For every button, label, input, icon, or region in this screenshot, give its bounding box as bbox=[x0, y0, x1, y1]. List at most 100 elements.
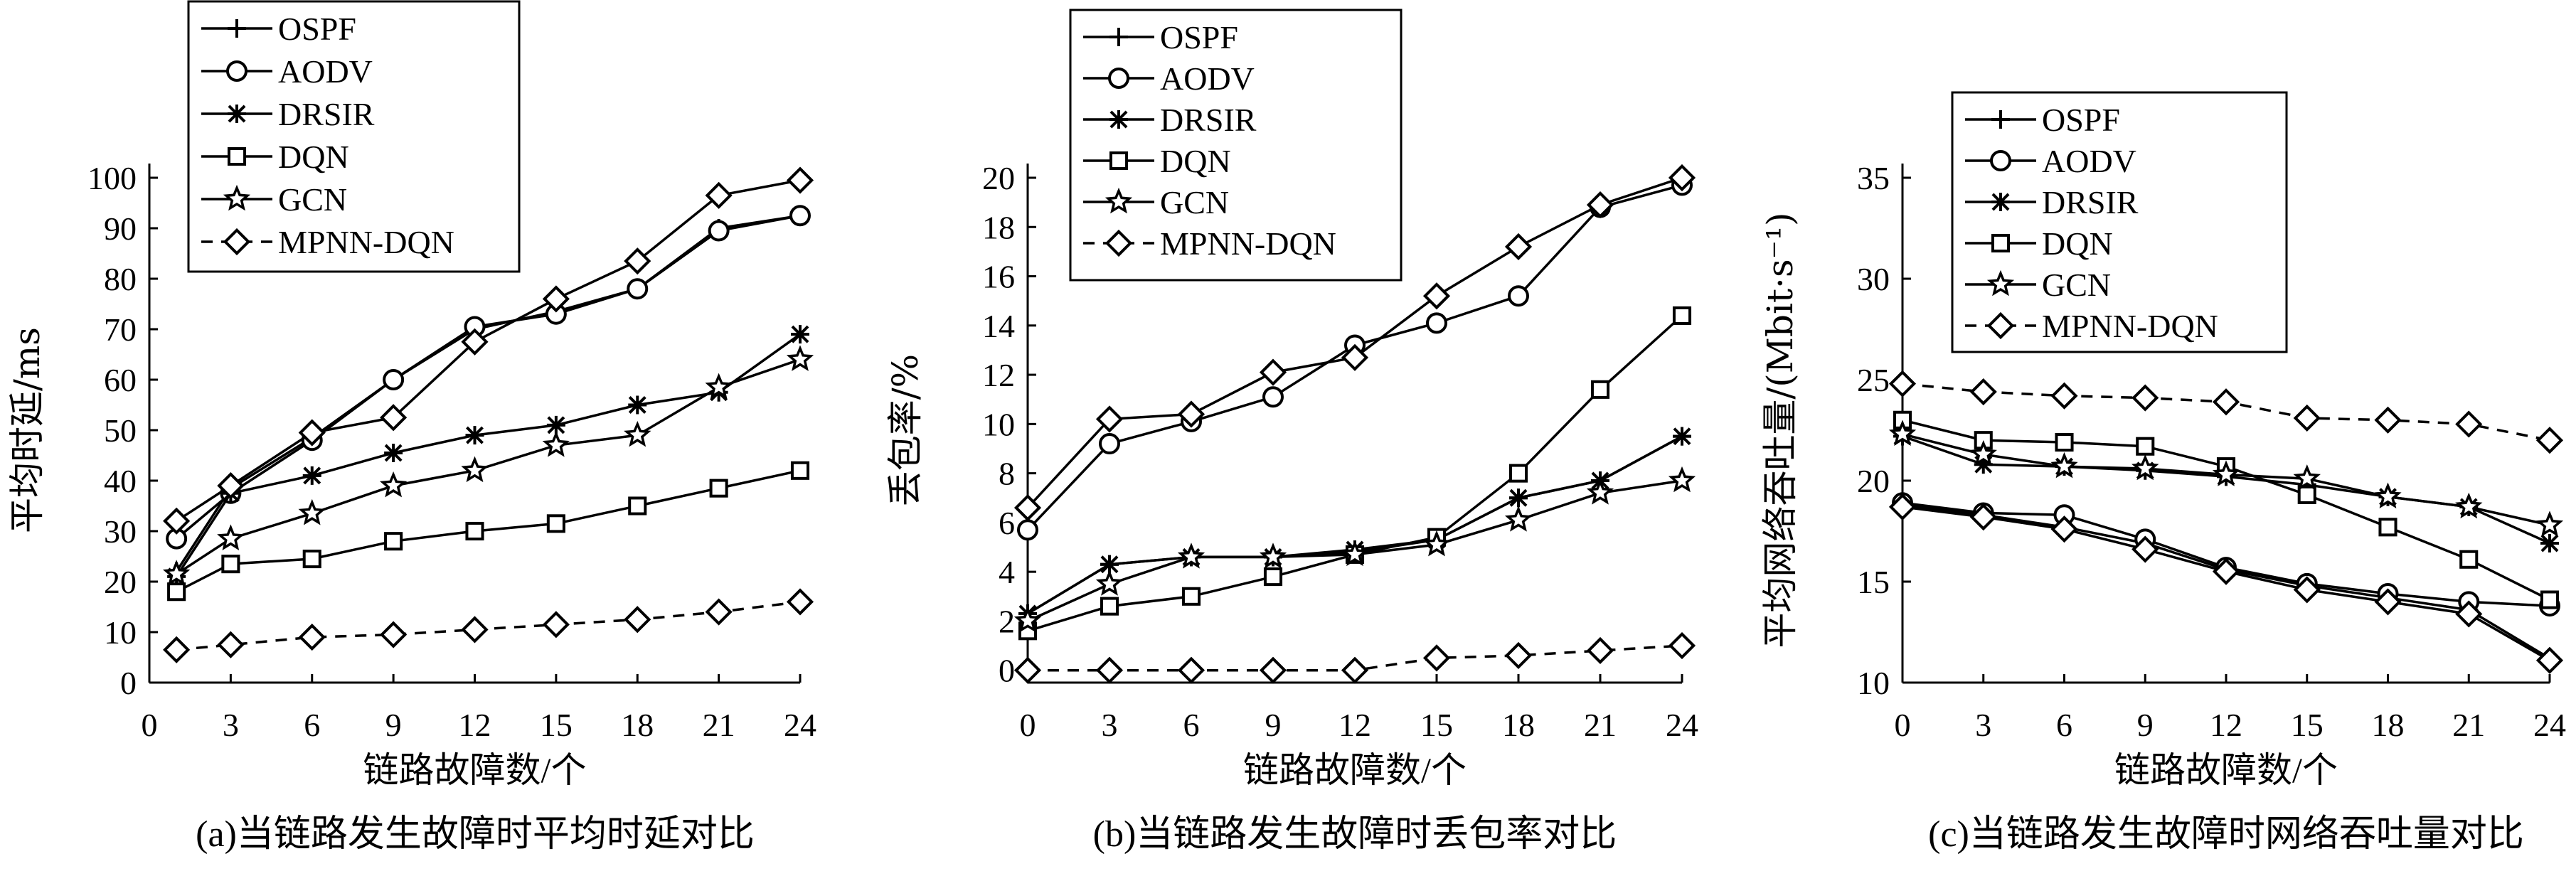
series-gcn bbox=[162, 345, 814, 586]
legend: OSPF AODV DRSIR DQN GCN MPNN-DQN bbox=[1951, 91, 2288, 353]
y-tick-label: 18 bbox=[982, 209, 1015, 245]
legend-marker bbox=[1991, 233, 2011, 253]
x-tick-label: 9 bbox=[2137, 707, 2154, 743]
data-point bbox=[1888, 493, 1917, 520]
y-axis-label: 丢包率/% bbox=[885, 354, 926, 506]
x-tick-label: 0 bbox=[1020, 707, 1036, 743]
data-point bbox=[1888, 420, 1917, 446]
x-tick-label: 24 bbox=[2533, 707, 2566, 743]
series-unlabeled-diamond bbox=[1013, 164, 1696, 522]
x-tick-label: 12 bbox=[1338, 707, 1371, 743]
x-tick-label: 21 bbox=[703, 707, 735, 743]
legend-item-aodv: AODV bbox=[201, 53, 373, 90]
data-point bbox=[384, 532, 403, 551]
legend-box bbox=[187, 0, 521, 273]
data-point bbox=[1177, 543, 1205, 569]
data-point bbox=[546, 514, 565, 533]
data-point bbox=[298, 419, 326, 447]
x-tick-label: 15 bbox=[540, 707, 573, 743]
data-point bbox=[1422, 644, 1451, 672]
data-point bbox=[705, 373, 733, 399]
y-tick-label: 50 bbox=[104, 412, 137, 449]
data-point bbox=[1969, 503, 1997, 531]
x-tick-label: 6 bbox=[1183, 707, 1200, 743]
y-tick-label: 40 bbox=[104, 463, 137, 499]
series-mpnn-dqn bbox=[1013, 631, 1696, 684]
x-tick-label: 18 bbox=[2372, 707, 2405, 743]
data-point bbox=[1586, 191, 1614, 219]
data-point bbox=[380, 404, 408, 432]
data-point bbox=[2212, 460, 2240, 486]
legend-item-ospf: OSPF bbox=[1965, 102, 2120, 138]
data-point bbox=[2535, 427, 2564, 454]
data-point bbox=[1422, 282, 1451, 310]
data-point bbox=[1181, 587, 1201, 606]
data-point bbox=[1586, 636, 1614, 665]
data-point bbox=[708, 220, 730, 242]
data-point bbox=[1509, 488, 1528, 508]
data-point bbox=[624, 606, 651, 634]
data-point bbox=[1013, 607, 1042, 633]
data-point bbox=[786, 166, 814, 194]
data-point bbox=[2540, 534, 2559, 553]
legend-item-drsir: DRSIR bbox=[1965, 184, 2139, 220]
y-tick-label: 80 bbox=[104, 261, 137, 297]
data-point bbox=[624, 420, 651, 447]
x-tick-label: 9 bbox=[1265, 707, 1282, 743]
data-point bbox=[2136, 437, 2155, 456]
data-point bbox=[1508, 285, 1529, 307]
data-point bbox=[791, 325, 809, 344]
legend-label: OSPF bbox=[2042, 102, 2120, 138]
x-tick-label: 3 bbox=[223, 707, 239, 743]
chart-caption: (b)当链路发生故障时丢包率对比 bbox=[1093, 814, 1617, 855]
data-point bbox=[461, 328, 489, 356]
x-tick-label: 9 bbox=[385, 707, 402, 743]
data-point bbox=[2131, 454, 2159, 481]
data-point bbox=[2297, 485, 2316, 504]
data-point bbox=[465, 521, 484, 541]
series-line bbox=[176, 469, 801, 593]
legend-marker bbox=[1986, 311, 2015, 340]
y-tick-label: 20 bbox=[104, 564, 137, 600]
y-tick-label: 25 bbox=[1857, 362, 1890, 398]
data-point bbox=[1259, 656, 1287, 684]
data-point bbox=[1177, 656, 1205, 684]
data-point bbox=[461, 616, 489, 643]
legend-marker bbox=[223, 228, 251, 256]
x-tick-label: 24 bbox=[784, 707, 816, 743]
data-point bbox=[627, 278, 649, 300]
legend-label: MPNN-DQN bbox=[2042, 308, 2218, 344]
legend-marker bbox=[1109, 28, 1128, 46]
data-point bbox=[790, 461, 810, 480]
data-point bbox=[298, 498, 326, 525]
data-point bbox=[2455, 410, 2483, 438]
legend-marker bbox=[1991, 110, 2010, 129]
data-point bbox=[1095, 656, 1124, 684]
chart-panel-c: 10 15 20 25 30 35 0 3 6 9 12 15 18 21 24 链路故障数/个 平均网络吞吐量… bbox=[1760, 91, 2566, 855]
y-tick-label: 0 bbox=[120, 665, 137, 701]
data-point bbox=[1586, 479, 1614, 505]
data-point bbox=[1888, 370, 1917, 397]
data-point bbox=[542, 285, 570, 313]
series-mpnn-dqn bbox=[163, 588, 814, 663]
data-point bbox=[302, 466, 321, 485]
chart-panel-a: 0 10 20 30 40 50 60 70 80 90 100 0 3 6 9 12 15 18 21 24 链路故障… bbox=[6, 0, 816, 855]
data-point bbox=[2131, 384, 2159, 412]
series-line bbox=[1027, 435, 1683, 615]
data-point bbox=[1426, 312, 1447, 334]
y-axis-label: 平均网络吞吐量/(Mbit·s⁻¹) bbox=[1760, 212, 1801, 648]
data-point bbox=[2293, 576, 2321, 604]
legend-item-ospf: OSPF bbox=[1083, 19, 1238, 55]
legend-marker bbox=[228, 105, 246, 123]
legend: OSPF AODV DRSIR DQN GCN MPNN-DQN bbox=[1069, 9, 1403, 282]
legend-item-dqn: DQN bbox=[1965, 225, 2113, 262]
data-point bbox=[2055, 432, 2074, 452]
data-point bbox=[384, 443, 403, 462]
data-point bbox=[2374, 588, 2402, 616]
data-point bbox=[2374, 406, 2402, 434]
data-point bbox=[2459, 550, 2479, 569]
x-tick-label: 15 bbox=[2291, 707, 2324, 743]
data-point bbox=[302, 550, 321, 569]
data-point bbox=[2050, 382, 2078, 410]
